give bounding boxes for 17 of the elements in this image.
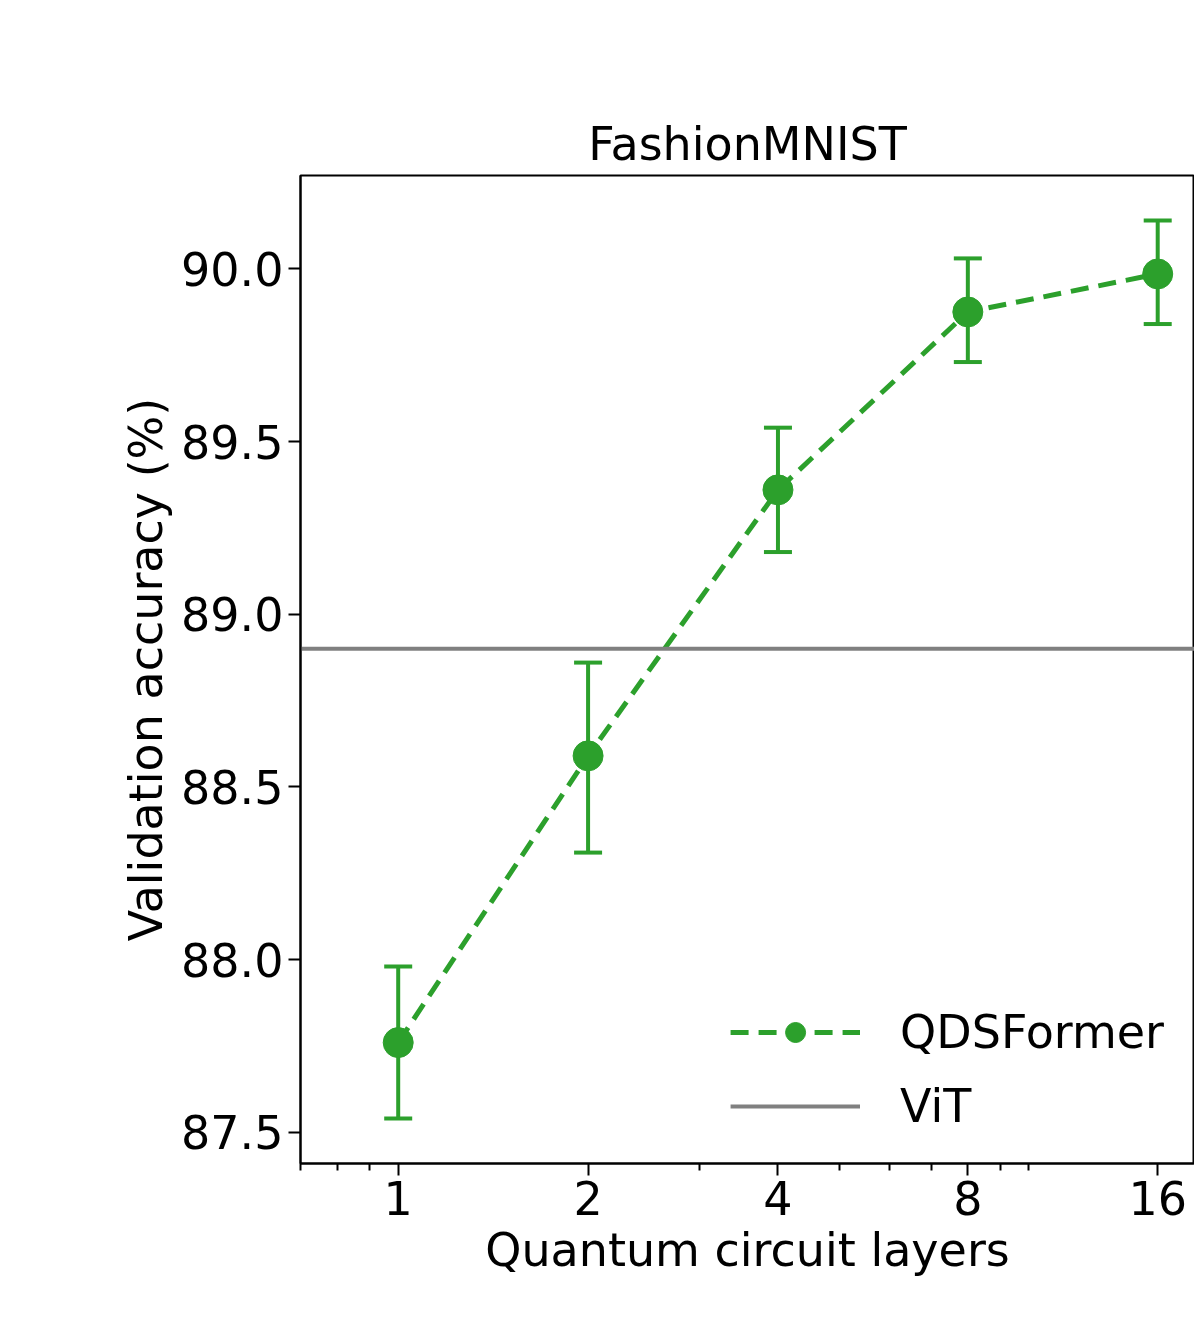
point bbox=[1142, 258, 1174, 290]
point bbox=[952, 296, 984, 328]
y-tick-label: 89.5 bbox=[181, 415, 284, 470]
point bbox=[762, 474, 794, 506]
chart-title: FashionMNIST bbox=[588, 116, 908, 171]
legend-label: ViT bbox=[900, 1079, 972, 1133]
y-tick-label: 87.5 bbox=[181, 1106, 284, 1161]
x-tick-label: 1 bbox=[383, 1171, 413, 1226]
y-tick-label: 89.0 bbox=[181, 588, 284, 643]
y-axis-title: Validation accuracy (%) bbox=[119, 397, 174, 942]
y-tick-label: 88.5 bbox=[181, 760, 284, 815]
y-tick-label: 88.0 bbox=[181, 933, 284, 988]
x-tick-label: 16 bbox=[1128, 1171, 1187, 1226]
point bbox=[382, 1027, 414, 1059]
point bbox=[572, 740, 604, 772]
legend-label: QDSFormer bbox=[900, 1005, 1164, 1059]
y-tick-label: 90.0 bbox=[181, 242, 284, 297]
